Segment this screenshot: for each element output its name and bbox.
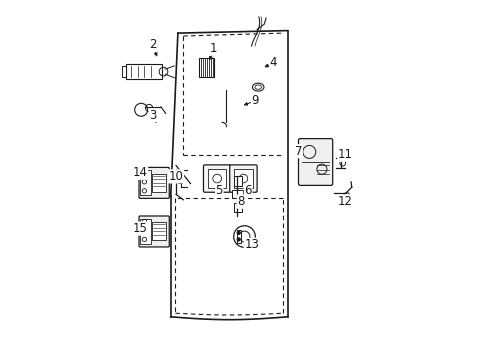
Bar [234,169,252,188]
Bar [233,203,241,212]
FancyBboxPatch shape [203,165,230,192]
Text: 8: 8 [237,195,244,208]
Bar [125,64,162,79]
FancyBboxPatch shape [229,165,257,192]
Text: 1: 1 [210,42,217,55]
Text: 10: 10 [168,170,183,183]
Circle shape [237,231,240,234]
Bar [236,230,241,243]
FancyBboxPatch shape [139,167,169,198]
Text: 11: 11 [337,148,352,161]
Text: 5: 5 [215,184,223,197]
FancyBboxPatch shape [298,139,332,185]
Text: 13: 13 [244,238,259,251]
Ellipse shape [252,83,264,91]
Bar [122,66,126,77]
Text: 7: 7 [294,145,302,158]
Bar [231,190,242,198]
Bar [207,169,226,188]
Text: 3: 3 [149,109,156,122]
Bar [151,222,166,240]
Ellipse shape [254,85,261,89]
Text: 6: 6 [244,184,251,197]
Circle shape [237,238,240,241]
Bar [233,176,241,186]
Text: 12: 12 [337,195,352,208]
Text: 4: 4 [269,57,277,69]
FancyBboxPatch shape [139,216,169,247]
Text: 2: 2 [149,39,156,51]
Bar [199,58,213,77]
Bar [178,174,182,183]
Bar [140,170,151,195]
Bar [151,174,166,192]
Text: 9: 9 [251,94,259,107]
Text: 15: 15 [132,222,147,235]
Bar [140,219,151,244]
Text: 14: 14 [132,166,147,179]
